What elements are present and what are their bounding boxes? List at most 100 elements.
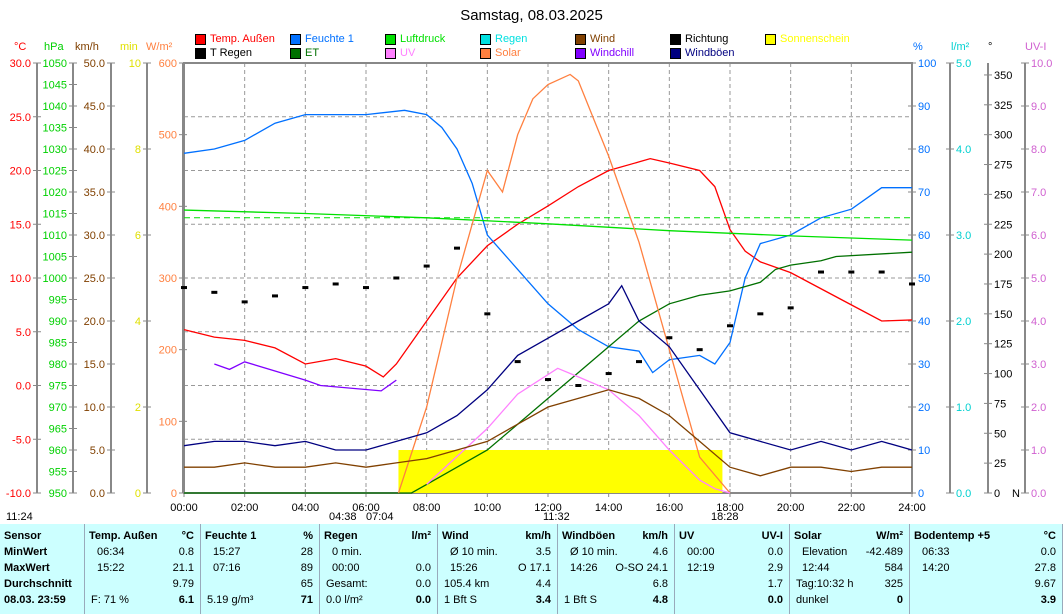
table-column: UV 00:00 12:19 UV-I 0.0 2.9 1.7 0.0 [675,524,790,614]
marker-sunset: 18:28 [711,511,739,523]
x-tick-label: 04:00 [292,502,320,514]
legend-item: Feuchte 1 [290,33,354,45]
legend-swatch [480,33,491,45]
axis-tick-label: 0.0 [90,488,105,500]
legend-label: Luftdruck [400,33,446,45]
table-value: 3.5 [535,546,551,558]
axis-unit-temp: °C [14,41,27,53]
table-label: MinWert [4,546,48,558]
legend-item: Wind [575,33,615,45]
axis-tick-label: 8 [135,144,141,156]
point-richtung [484,312,491,316]
table-value: 89 [300,562,313,574]
table-column: Solar Elevation 12:44 Tag:10:32 h dunkel W/m²… [790,524,910,614]
axis-tick-label: 10 [129,58,141,70]
table-label: 5.19 g/m³ [207,594,254,606]
legend-label: ET [305,47,320,59]
axis-tick-label: 200 [159,345,177,357]
table-unit: °C [1043,530,1056,542]
legend-item: UV [385,47,415,59]
axis-tick-label: 0 [994,488,1000,500]
axis-tick-label: 100 [159,416,177,428]
table-value: 4.4 [535,578,551,590]
x-tick-label: 06:00 [352,502,380,514]
series-solar [397,73,731,494]
legend-item: Luftdruck [385,33,445,45]
legend-label: Richtung [685,33,729,45]
legend-item: Windchill [575,47,634,59]
axis-tick-label: 960 [49,445,67,457]
table-value: 0.0 [767,594,783,606]
legend-swatch [575,33,586,45]
table-value: 71 [300,594,313,606]
legend-swatch [670,47,681,59]
point-richtung [818,270,824,274]
axis-tick-label: 2 [135,402,141,414]
axis-tick-label: 80 [918,144,930,156]
series-windchill [214,361,397,392]
series-windb-en [183,284,913,451]
point-richtung [454,246,460,250]
table-value: 65 [300,578,313,590]
axis-tick-label: 0 [171,488,177,500]
axis-tick-label: 175 [994,279,1012,291]
axis-tick-label: 20 [918,402,930,414]
table-value: 0.0 [415,594,431,606]
axis-unit-dir: ° [988,41,993,53]
table-header: Solar [794,530,822,542]
axis-unit-solar: W/m² [146,41,173,53]
point-richtung [211,290,218,294]
table-value: 6.1 [178,594,194,606]
legend-item: Regen [480,33,527,45]
point-richtung [909,282,915,286]
table-value: 584 [884,562,903,574]
axis-tick-label: 50 [918,273,930,285]
point-richtung [787,306,794,310]
table-value: 0.0 [767,546,783,558]
axis-tick-label: 950 [49,488,67,500]
point-richtung [423,264,430,268]
point-richtung [666,336,673,340]
axis-tick-label: 1005 [43,252,67,264]
axis-tick-label: 0.0 [956,488,971,500]
legend-item: T Regen [195,47,252,59]
axis-tick-label: 1040 [43,101,67,113]
axis-tick-label: 955 [49,467,67,479]
axis-tick-label: 10.0 [1031,58,1052,70]
point-richtung [727,324,733,328]
table-label: 1 Bft S [564,594,598,606]
chart-canvas: -10.0-5.00.05.010.015.020.025.030.095095… [6,58,1053,514]
legend-label: Sonnenschein [780,33,850,45]
marker-solar-noon: 11:32 [543,511,570,523]
series-luftdruck [183,209,913,241]
legend-swatch [195,47,206,59]
axis-tick-label: 1.0 [956,402,971,414]
x-tick-label: 02:00 [231,502,259,514]
axis-tick-label: 35.0 [84,187,105,199]
legend-label: Feuchte 1 [305,33,354,45]
table-label: 06:34 [97,546,125,558]
table-value: 28 [300,546,313,558]
table-label: 12:19 [687,562,715,574]
table-value: O-SO 24.1 [615,562,668,574]
legend-item: ET [290,47,319,59]
axis-unit-uv: UV-I [1025,41,1047,53]
axis-tick-label: 350 [994,70,1012,82]
axis-tick-label: 300 [994,130,1012,142]
axis-tick-label: 25.0 [84,273,105,285]
table-label: 00:00 [687,546,715,558]
table-label: F: 71 % [91,594,129,606]
table-value: 3.4 [535,594,551,606]
table-value: 4.6 [652,546,668,558]
axis-tick-label: 30 [918,359,930,371]
axis-tick-label: 1050 [43,58,67,70]
axis-tick-label: 0 [135,488,141,500]
table-value: 6.8 [652,578,668,590]
legend-label: Wind [590,33,616,45]
legend-item: Solar [480,47,521,59]
x-tick-label: 22:00 [838,502,866,514]
table-unit: % [303,530,313,542]
summary-table: Sensor MinWert MaxWert Durchschnitt 08.03. 2… [0,524,1063,614]
legend-swatch [290,33,301,45]
